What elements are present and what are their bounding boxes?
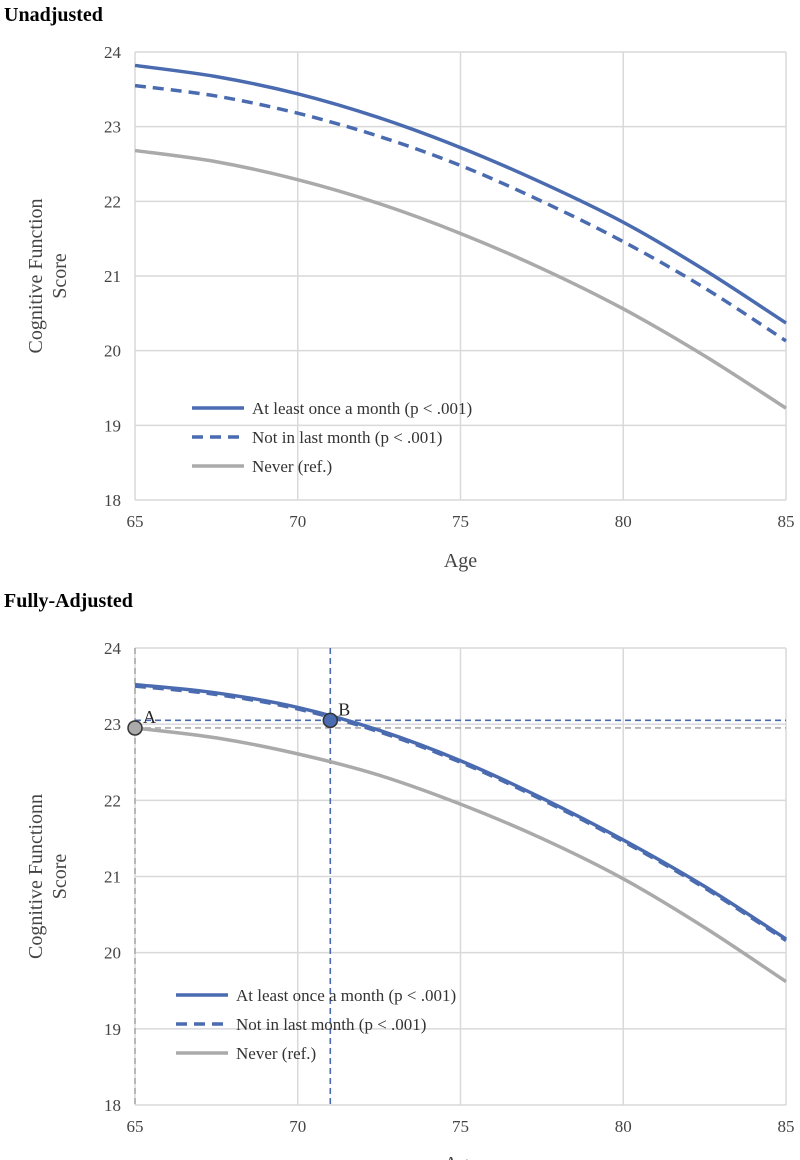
x-tick-label: 85 [778,1117,795,1136]
series-line-not-in-last-month [134,83,787,343]
y-axis-label-line: Score [49,854,71,900]
chart-1-unadjusted: 18 19 20 21 22 23 24 65 70 75 80 85 Age Cognitive Fun… [25,43,795,572]
x-tick-label: 65 [127,512,144,531]
annotation-point [127,720,143,736]
y-tick-label: 20 [104,944,121,963]
annotation-point [322,712,339,729]
y-tick-label: 23 [104,118,121,137]
series-line-not-in-last-month [134,684,787,942]
x-tick-label: 85 [778,512,795,531]
y-axis-label: Cognitive Functionn Score [25,794,71,959]
y-tick-label: 22 [104,791,121,810]
y-tick-label: 24 [104,639,122,658]
y-tick-label: 24 [104,43,122,62]
x-axis-label: Age [444,1153,477,1160]
y-tick-label: 18 [104,491,121,510]
series-line-at-least-once-a-month [134,63,787,325]
y-tick-label: 21 [104,868,121,887]
y-axis-label-line: Cognitive Function [25,199,47,354]
y-tick-label: 18 [104,1096,121,1115]
x-tick-label: 75 [452,512,469,531]
chart-2-title: Fully-Adjusted [4,590,133,612]
x-axis-label: Age [444,550,477,572]
x-tick-label: 65 [127,1117,144,1136]
x-tick-label: 80 [615,1117,632,1136]
series-line-never [134,148,787,410]
y-tick-label: 20 [104,342,121,361]
y-tick-label: 23 [104,715,121,734]
y-axis-label: Cognitive Function Score [25,199,71,354]
legend-entry: Not in last month (p < .001) [252,428,442,447]
y-tick-label: 19 [104,416,121,435]
x-tick-label: 70 [289,1117,306,1136]
y-axis-label-line: Score [49,253,71,299]
y-axis-label-line: Cognitive Functionn [25,794,47,959]
x-tick-label: 80 [615,512,632,531]
annotation-label: A [143,707,156,727]
legend-entry: Never (ref.) [236,1044,316,1063]
x-tick-label: 70 [289,512,306,531]
y-tick-label: 21 [104,267,121,286]
legend-entry: Never (ref.) [252,457,332,476]
legend-entry: At least once a month (p < .001) [252,399,472,418]
annotation-label: B [338,699,350,719]
legend-entry: Not in last month (p < .001) [236,1015,426,1034]
x-tick-label: 75 [452,1117,469,1136]
series-line-never [134,726,787,984]
y-tick-label: 19 [104,1020,121,1039]
chart-1-title: Unadjusted [4,4,103,26]
y-tick-label: 22 [104,192,121,211]
chart-2-fully-adjusted: 18 19 20 21 22 23 24 65 70 75 80 85 Age Cognitive Fun… [25,639,795,1160]
legend-entry: At least once a month (p < .001) [236,986,456,1005]
